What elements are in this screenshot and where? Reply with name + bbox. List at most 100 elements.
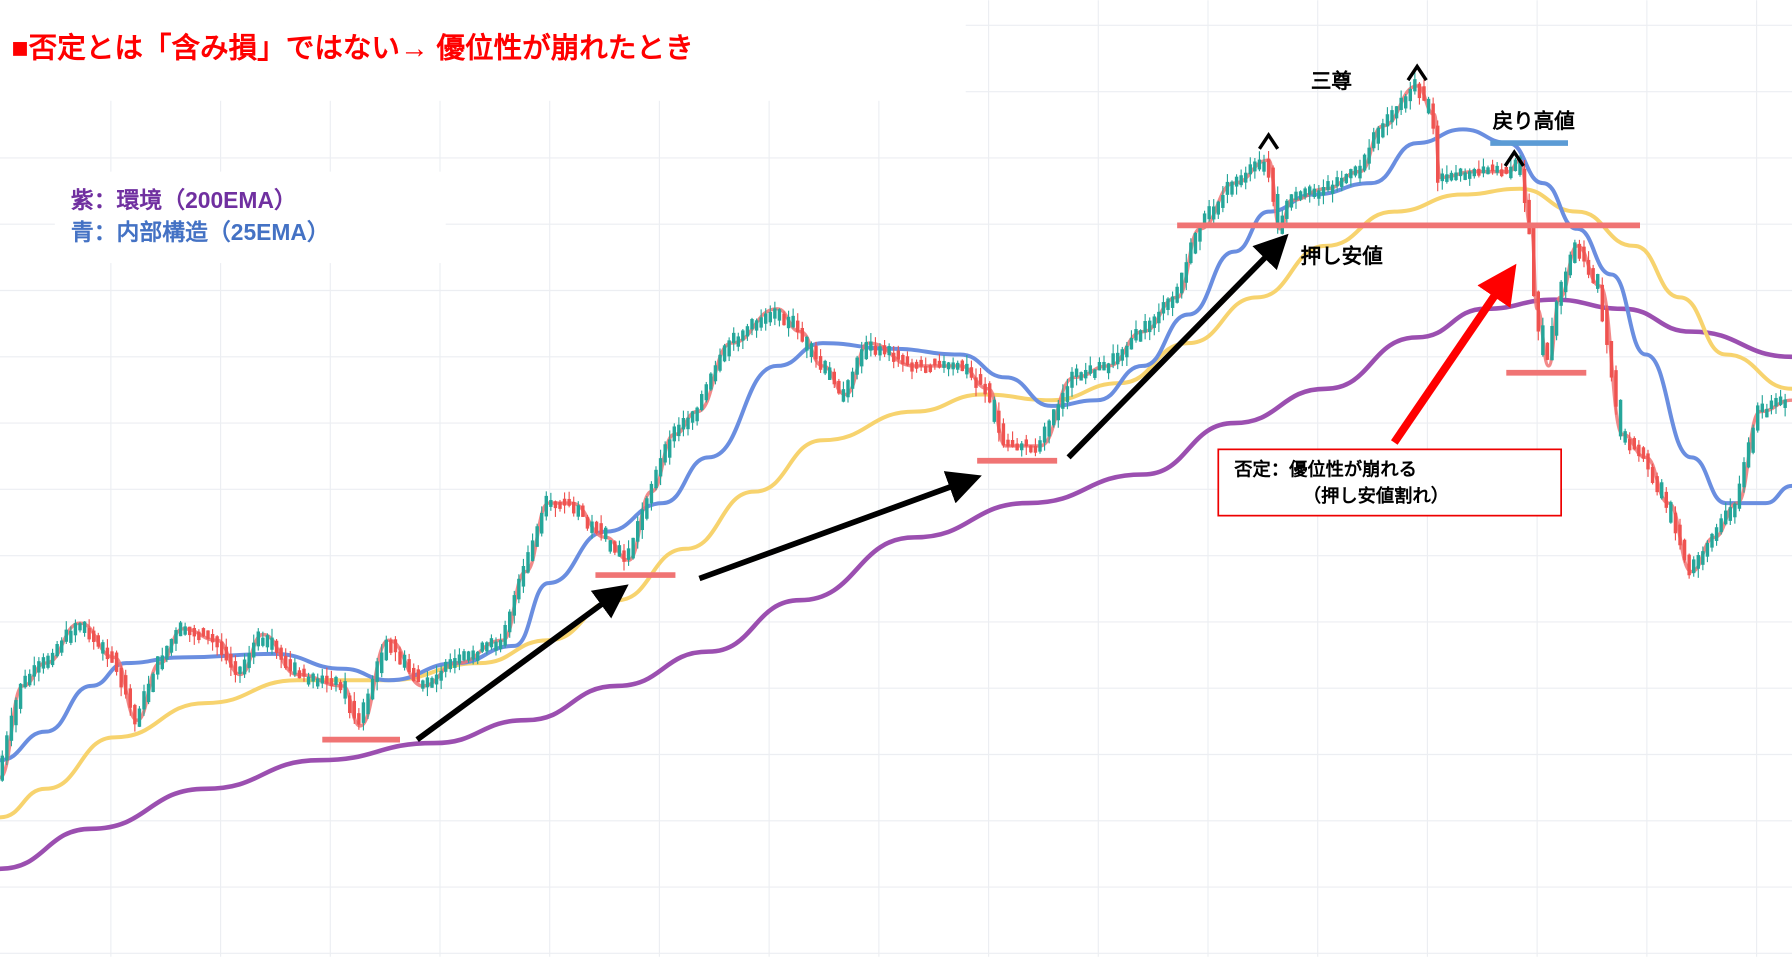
- candle-body: [1266, 158, 1271, 178]
- candle-body: [448, 659, 452, 670]
- arrow: [415, 584, 629, 742]
- candle-body: [137, 708, 142, 727]
- candle-body: [375, 661, 379, 682]
- candle-body: [402, 654, 407, 668]
- candle-body: [974, 377, 978, 388]
- candle-body: [1445, 174, 1449, 182]
- candle-body: [562, 498, 567, 506]
- candle-body: [1276, 194, 1280, 229]
- candle-body: [791, 315, 795, 328]
- candle-body: [393, 639, 398, 653]
- candle-body: [1084, 369, 1088, 379]
- candle-body: [398, 651, 402, 665]
- candle-body: [956, 362, 960, 370]
- candle-body: [316, 678, 320, 687]
- candle-body: [0, 755, 5, 781]
- candle-body: [1545, 342, 1550, 360]
- candle-body: [1340, 177, 1344, 187]
- candle-body: [846, 380, 850, 398]
- candle-body: [9, 715, 14, 741]
- candle-body: [759, 317, 763, 328]
- candle-body: [1436, 125, 1440, 183]
- candle-body: [1052, 409, 1056, 426]
- candle-body: [946, 362, 951, 370]
- candle-body: [677, 424, 681, 437]
- callout-box: [1217, 448, 1562, 517]
- candle-body: [855, 357, 859, 375]
- candle-body: [1294, 191, 1298, 201]
- candle-body: [860, 349, 864, 367]
- candle-body: [1212, 206, 1216, 220]
- candle-body: [1106, 363, 1111, 374]
- candle-body: [1138, 330, 1143, 342]
- candle-body: [1769, 400, 1774, 410]
- candle-body: [878, 346, 882, 356]
- candle-body: [1678, 524, 1682, 546]
- candle-body: [1582, 246, 1586, 262]
- candle-body: [1737, 483, 1742, 509]
- candle-body: [512, 595, 516, 616]
- candle-body: [1189, 242, 1193, 264]
- candle-body: [1312, 188, 1316, 198]
- candle-body: [1618, 399, 1623, 437]
- arrow: [698, 471, 982, 582]
- candle-body: [1321, 187, 1326, 196]
- candle-body: [114, 652, 119, 672]
- candle-body: [732, 332, 736, 344]
- candle-body: [1454, 172, 1458, 181]
- candle-body: [654, 469, 658, 489]
- candle-body: [1193, 232, 1198, 254]
- candle-body: [1298, 191, 1303, 200]
- candle-body: [1408, 88, 1412, 102]
- candle-body: [64, 629, 68, 642]
- candle-body: [37, 661, 41, 673]
- candle-body: [1317, 190, 1321, 199]
- candle-body: [745, 326, 750, 337]
- candle-body: [718, 354, 722, 371]
- candle-body: [530, 540, 535, 561]
- candle-body: [544, 495, 548, 517]
- candle-body: [910, 362, 914, 372]
- candle-body: [1655, 476, 1659, 493]
- candle-body: [841, 389, 846, 402]
- candle-body: [1559, 281, 1563, 306]
- candle-body: [1605, 308, 1609, 345]
- candle-body: [41, 657, 46, 669]
- candle-body: [768, 312, 772, 323]
- candle-body: [700, 394, 704, 411]
- ema25-line: [0, 127, 1792, 763]
- candle-body: [832, 371, 836, 385]
- candle-body: [279, 647, 283, 660]
- candle-body: [1596, 274, 1600, 289]
- candle-body: [1125, 345, 1129, 358]
- candle-body: [1710, 533, 1714, 548]
- candle-body: [69, 630, 73, 643]
- candle-body: [782, 313, 786, 326]
- candle-body: [416, 669, 420, 683]
- candle-body: [434, 674, 439, 685]
- candle-body: [457, 654, 462, 664]
- candle-body: [585, 517, 590, 529]
- candle-body: [1394, 106, 1399, 119]
- candle-body: [873, 345, 878, 355]
- candle-body: [1202, 213, 1207, 227]
- candle-body: [1376, 127, 1380, 144]
- candle-body: [764, 313, 768, 324]
- candle-body: [631, 537, 635, 559]
- candle-body: [1646, 453, 1650, 470]
- candle-body: [1029, 445, 1033, 453]
- candle-body: [1225, 181, 1230, 195]
- candle-body: [1216, 201, 1220, 215]
- candle-body: [1033, 445, 1038, 453]
- candle-body: [1253, 161, 1257, 172]
- candle-body: [1038, 440, 1042, 452]
- candle-body: [28, 673, 32, 686]
- candle-body: [14, 700, 18, 726]
- candle-body: [110, 651, 114, 663]
- candle-body: [1660, 482, 1664, 499]
- candle-body: [640, 509, 644, 531]
- candle-body: [1536, 291, 1540, 332]
- candle-body: [407, 659, 411, 673]
- candle-body: [238, 666, 242, 675]
